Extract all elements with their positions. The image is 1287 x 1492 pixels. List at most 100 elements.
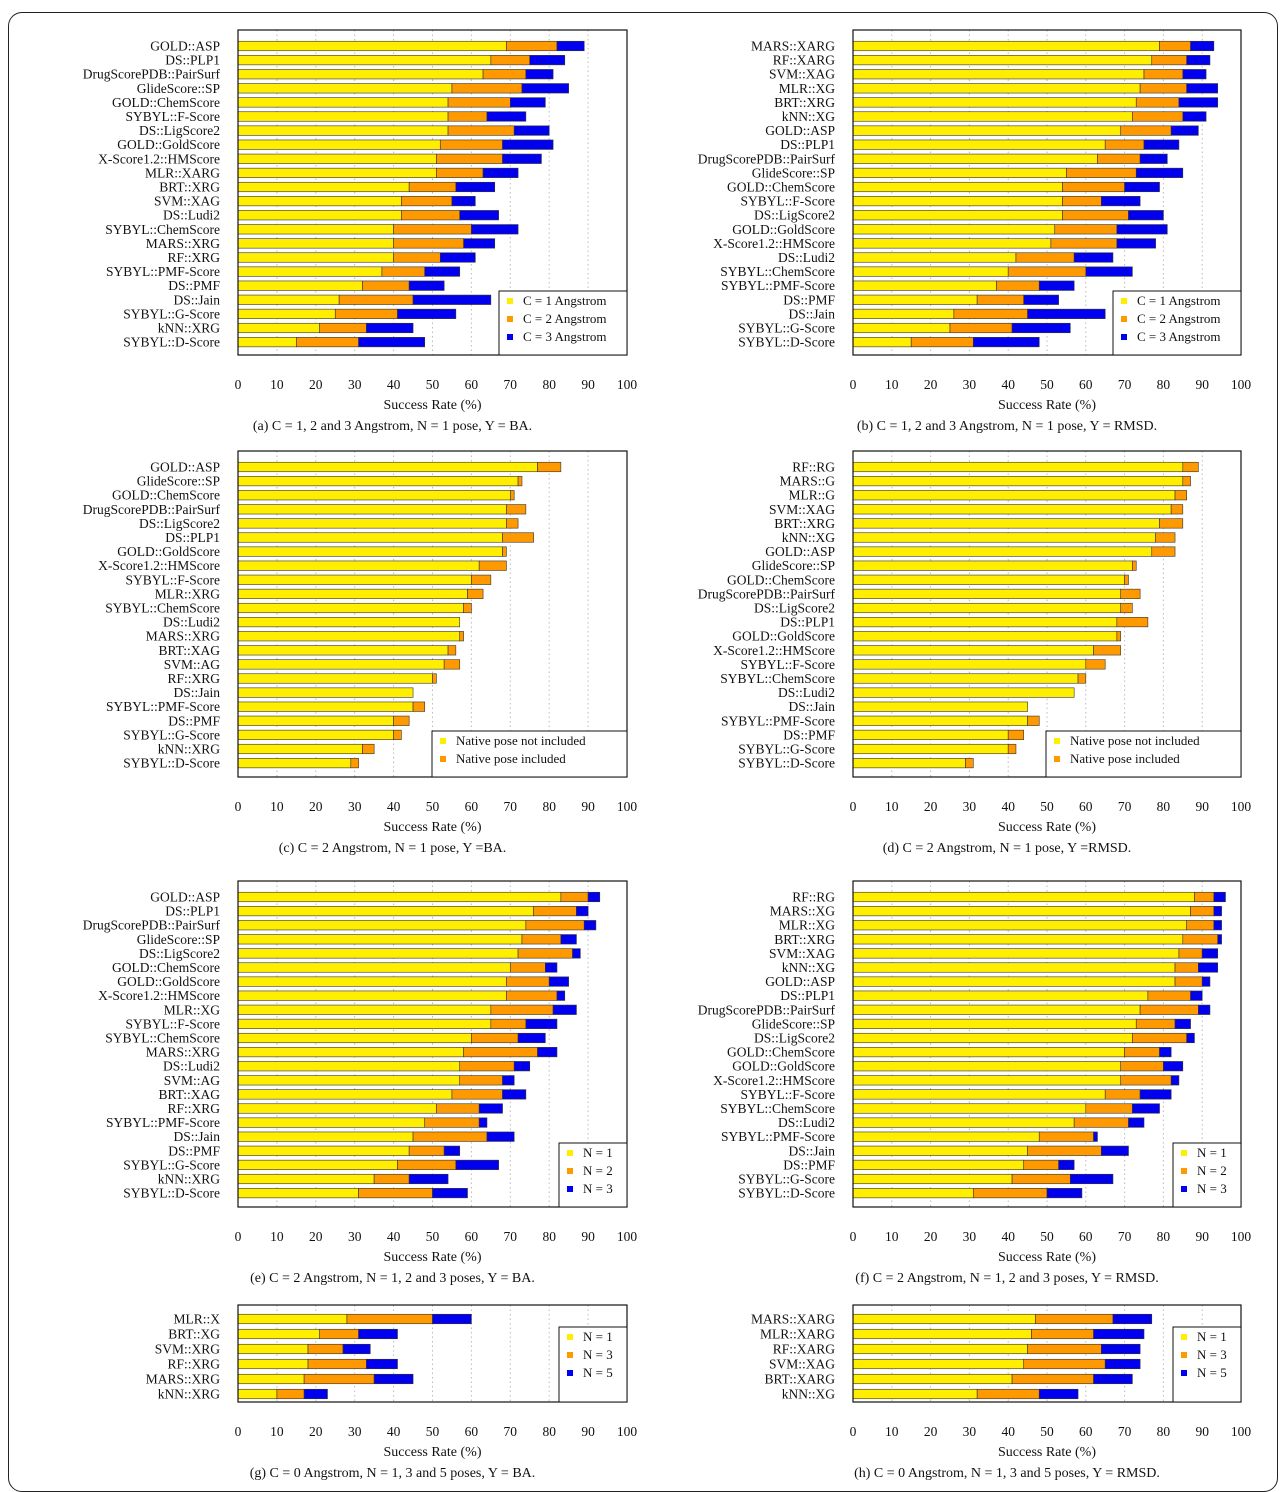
bar-segment-3	[366, 1358, 398, 1370]
bar-segment-1	[237, 962, 511, 973]
category-label: kNN::XG	[782, 109, 835, 124]
bar-segment-2	[303, 1373, 375, 1385]
bar-segment-2	[506, 990, 558, 1001]
bar-segment-2	[1174, 976, 1203, 987]
x-tick-label: 90	[1195, 377, 1209, 392]
bar-segment-2	[393, 224, 472, 235]
category-label: SYBYL::G-Score	[738, 742, 835, 757]
bar-segment-3	[1116, 224, 1168, 235]
x-tick-label: 80	[542, 1229, 556, 1244]
bar-segment-1	[237, 1018, 492, 1029]
category-label: SYBYL::F-Score	[741, 657, 836, 672]
bar-segment-1	[852, 1358, 1025, 1370]
bar-segment-2	[1159, 518, 1184, 529]
bar-segment-1	[852, 322, 951, 334]
x-axis-label: Success Rate (%)	[384, 1445, 482, 1460]
x-tick-label: 50	[1040, 799, 1054, 814]
x-tick-label: 60	[1079, 1229, 1093, 1244]
bar-segment-1	[852, 167, 1067, 178]
x-axis-label: Success Rate (%)	[998, 1250, 1096, 1265]
bar-segment-1	[852, 1313, 1036, 1325]
legend-entry: Native pose included	[1070, 751, 1180, 766]
category-label: RF::XRG	[167, 1357, 220, 1372]
bar-segment-2	[482, 69, 527, 80]
category-label: SVM::XAG	[769, 502, 835, 517]
bar-segment-1	[852, 181, 1063, 193]
chart-panel-a: GOLD::ASPDS::PLP1DrugScorePDB::PairSurfG…	[83, 29, 638, 434]
bar-segment-3	[342, 1343, 371, 1355]
legend-swatch	[1181, 1186, 1187, 1192]
bar-segment-3	[587, 891, 601, 903]
bar-segment-3	[556, 990, 566, 1001]
bar-segment-1	[852, 196, 1063, 207]
bar-segment-2	[1085, 659, 1106, 670]
bar-segment-1	[852, 645, 1094, 656]
bar-segment-3	[1058, 1159, 1075, 1170]
bar-segment-3	[1038, 1388, 1079, 1400]
chart-panel-c: GOLD::ASPGlideScore::SPGOLD::ChemScoreDr…	[83, 450, 637, 856]
x-axis-label: Success Rate (%)	[998, 398, 1096, 413]
x-tick-label: 100	[617, 377, 638, 392]
category-label: SYBYL::G-Score	[738, 321, 835, 336]
x-tick-label: 60	[465, 377, 479, 392]
bar-segment-2	[490, 1018, 527, 1029]
category-label: X-Score1.2::HMScore	[713, 643, 835, 658]
legend-entry: N = 5	[1197, 1365, 1227, 1380]
bar-segment-3	[303, 1388, 328, 1400]
x-axis-label: Success Rate (%)	[998, 1445, 1096, 1460]
bar-segment-2	[1190, 906, 1215, 917]
bar-segment-3	[439, 252, 476, 263]
category-label: X-Score1.2::HMScore	[98, 558, 220, 573]
legend: Native pose not included Native pose incl…	[1045, 730, 1242, 778]
bar-segment-2	[447, 125, 515, 136]
bar-segment-1	[237, 934, 523, 945]
category-label: GOLD::ChemScore	[727, 180, 835, 195]
bar-segment-1	[237, 1117, 426, 1128]
bar-segment-3	[502, 153, 542, 164]
bar-segment-1	[852, 602, 1122, 614]
category-label: SYBYL::D-Score	[123, 1186, 220, 1201]
bar-segment-2	[1120, 602, 1133, 614]
bar-segment-3	[463, 238, 496, 249]
x-tick-label: 10	[270, 377, 284, 392]
bar-segment-1	[237, 337, 297, 348]
bar-segment-1	[852, 1343, 1028, 1355]
bar-segment-2	[1027, 1343, 1102, 1355]
bar-segment-2	[506, 504, 527, 515]
legend-entry: C = 3 Angstrom	[523, 329, 607, 344]
bar-segment-2	[1027, 715, 1040, 726]
category-label: DS::Ludi2	[778, 685, 835, 700]
category-label: SYBYL::PMF-Score	[721, 278, 835, 293]
category-label: X-Score1.2::HMScore	[98, 151, 220, 166]
category-label: MLR::XRG	[155, 586, 221, 601]
x-tick-label: 60	[465, 1424, 479, 1439]
bar-segment-1	[852, 687, 1075, 698]
bar-segment-2	[509, 490, 515, 501]
category-label: DS::PMF	[168, 278, 220, 293]
category-label: SVM::XAG	[769, 1357, 835, 1372]
bar-segment-3	[1190, 990, 1203, 1001]
bar-segment-1	[852, 1018, 1137, 1029]
category-label: SYBYL::ChemScore	[105, 601, 220, 616]
legend-box	[1045, 730, 1242, 778]
category-label: DS::LigScore2	[139, 946, 220, 961]
bar-segment-2	[509, 962, 546, 973]
bar-segment-1	[237, 252, 394, 263]
bar-segment-2	[381, 266, 426, 277]
bar-segment-3	[358, 337, 426, 348]
x-tick-label: 70	[1118, 1424, 1132, 1439]
bar-segment-2	[1182, 476, 1191, 487]
chart-caption: (e) C = 2 Angstrom, N = 1, 2 and 3 poses…	[250, 1271, 535, 1286]
bar-segment-2	[276, 1388, 305, 1400]
bar-segment-2	[517, 948, 573, 959]
bar-segment-3	[972, 337, 1040, 348]
bar-segment-3	[1027, 308, 1106, 319]
bar-segment-1	[852, 280, 997, 291]
bar-segment-2	[432, 673, 437, 684]
category-label: MLR::XG	[779, 81, 836, 96]
category-label: kNN::XG	[782, 1387, 835, 1402]
bar-segment-2	[393, 252, 441, 263]
bar-segment-3	[1201, 976, 1211, 987]
legend: N = 1 N = 2 N = 3	[1172, 1142, 1242, 1208]
x-tick-label: 50	[426, 377, 440, 392]
